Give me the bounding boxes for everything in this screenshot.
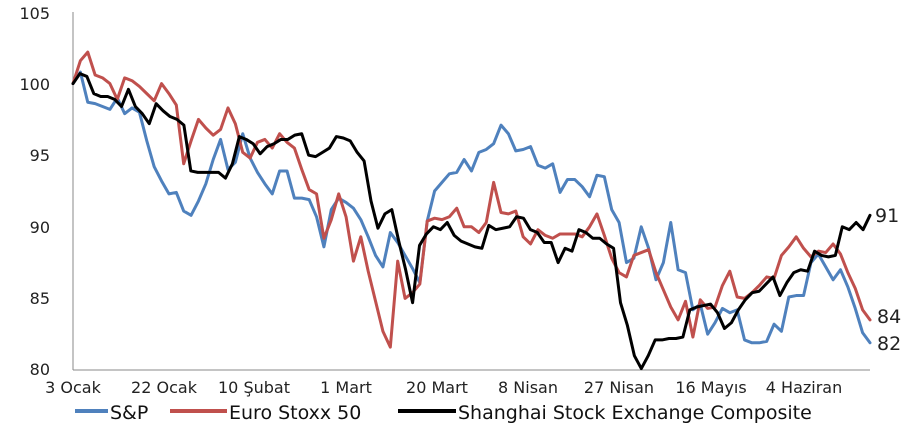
x-tick-label-0: 3 Ocak [45,378,101,397]
x-tick-label-5: 8 Nisan [498,378,558,397]
y-axis: 80 85 90 95 100 105 [19,4,74,379]
x-axis: 3 Ocak 22 Ocak 10 Şubat 1 Mart 20 Mart 8… [45,369,870,397]
end-label-sp: 82 [877,333,901,355]
legend-label-sp: S&P [110,402,148,424]
legend: S&P Euro Stoxx 50 Shanghai Stock Exchang… [75,402,812,424]
series-line-shanghai-composite [71,72,872,371]
end-label-shanghai-composite: 91 [875,205,899,227]
x-tick-label-4: 20 Mart [406,378,468,397]
y-tick-label-0: 80 [30,360,50,379]
y-tick-label-4: 100 [19,75,50,94]
legend-item-sp: S&P [75,402,148,424]
legend-label-euro-stoxx-50: Euro Stoxx 50 [229,402,361,424]
legend-item-shanghai-composite: Shanghai Stock Exchange Composite [398,402,812,424]
y-tick-label-3: 95 [30,146,50,165]
x-tick-label-2: 10 Şubat [218,378,290,397]
x-tick-label-6: 27 Nisan [584,378,654,397]
x-tick-label-1: 22 Ocak [131,378,198,397]
series-line-euro-stoxx-50 [71,50,872,349]
series-line-sp [71,70,872,345]
legend-label-shanghai-composite: Shanghai Stock Exchange Composite [458,402,812,424]
legend-item-euro-stoxx-50: Euro Stoxx 50 [170,402,361,424]
x-tick-label-3: 1 Mart [320,378,372,397]
end-labels: 82 84 91 [875,205,901,355]
end-label-euro-stoxx-50: 84 [877,306,901,328]
y-tick-label-1: 85 [30,289,50,308]
plot-area [71,50,872,371]
y-tick-label-2: 90 [30,218,50,237]
x-tick-label-7: 16 Mayıs [675,378,746,397]
x-tick-label-8: 4 Haziran [766,378,842,397]
y-tick-label-5: 105 [19,4,50,23]
